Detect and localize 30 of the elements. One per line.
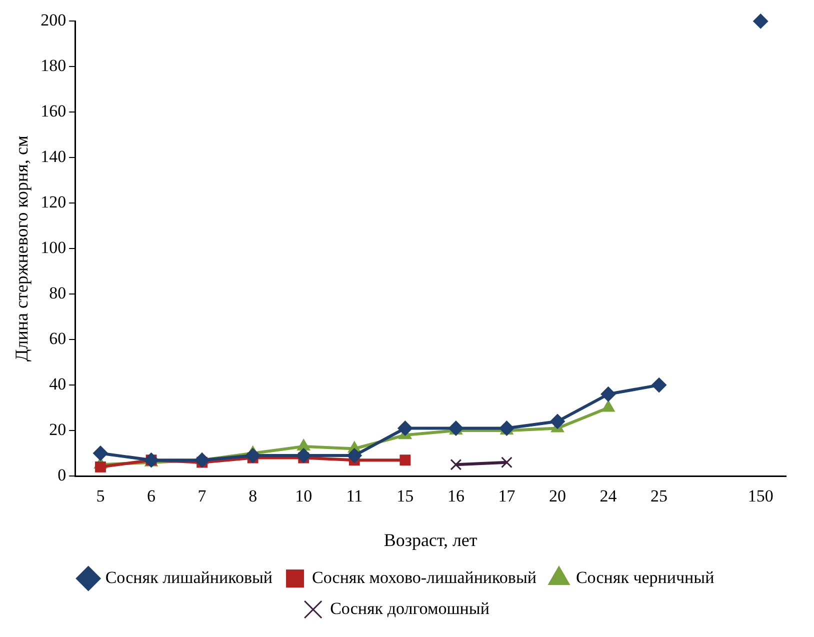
y-tick-label: 100: [40, 238, 66, 258]
y-tick-label: 120: [40, 192, 66, 212]
x-tick-label: 20: [548, 486, 566, 506]
y-tick-label: 60: [49, 329, 66, 348]
x-tick-label: 15: [396, 486, 414, 506]
legend-label: Сосняк черничный: [576, 568, 714, 587]
y-tick-label: 80: [49, 284, 66, 303]
x-tick-label: 24: [600, 486, 618, 506]
x-tick-label: 150: [748, 486, 774, 506]
y-tick-label: 0: [58, 465, 66, 484]
x-tick-label: 10: [295, 486, 312, 506]
y-tick-label: 180: [40, 56, 66, 76]
legend-label: Сосняк мохово-лишайниковый: [312, 568, 536, 587]
x-tick-label: 6: [147, 486, 156, 506]
y-tick-label: 140: [40, 147, 66, 166]
legend-label: Сосняк долгомошный: [330, 598, 490, 618]
y-axis-title: Длина стержневого корня, см: [12, 136, 32, 362]
y-tick-label: 40: [49, 374, 66, 394]
x-tick-label: 25: [650, 486, 668, 506]
x-tick-label: 17: [498, 486, 516, 506]
x-tick-label: 5: [96, 486, 105, 506]
x-tick-label: 11: [346, 486, 363, 506]
x-tick-label: 7: [198, 486, 207, 506]
legend-label: Сосняк лишайниковый: [105, 568, 273, 587]
y-tick-label: 160: [40, 102, 66, 121]
y-tick-label: 20: [49, 420, 66, 439]
y-tick-label: 200: [40, 10, 66, 30]
x-tick-label: 16: [447, 486, 464, 506]
x-tick-label: 8: [248, 486, 258, 506]
x-axis-title: Возраст, лет: [384, 530, 478, 550]
